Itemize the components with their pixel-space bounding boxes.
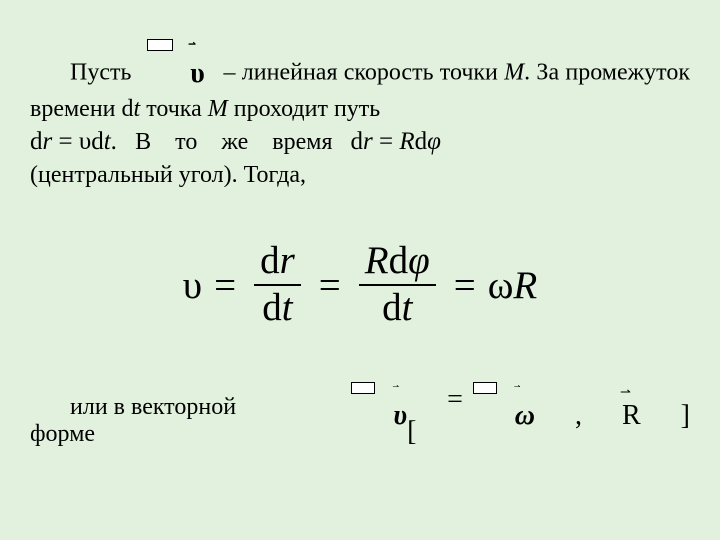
- frac1-num-r: r: [280, 239, 295, 282]
- frac2-num-d: d: [389, 239, 409, 282]
- v-vector-symbol: υ⇀: [150, 55, 205, 93]
- vector-equation: ⇀ υ = [ ⇀ ω , ⇀ R ]: [353, 384, 690, 448]
- frac2-num: Rdφ: [359, 241, 436, 282]
- eq-sign-2: =: [319, 263, 341, 308]
- frac2-den-d: d: [382, 286, 402, 329]
- vector-hat-icon: ⇀: [147, 39, 173, 51]
- eq2-r: r: [363, 128, 373, 155]
- text-vtoze: В то же время: [135, 129, 332, 155]
- vec-omega-small: ⇀ ω: [475, 400, 535, 432]
- frac2-num-R: R: [365, 239, 389, 282]
- eq1-dot: .: [111, 128, 117, 155]
- vec-R-hat-icon: ⇀: [580, 384, 631, 400]
- eq2-d2: d: [415, 128, 428, 155]
- letter-M-1: М: [504, 59, 524, 85]
- eq-sign-1: =: [214, 263, 236, 308]
- eq1-udt: = υd: [52, 128, 103, 155]
- paragraph-3: или в векторной форме ⇀ υ = [ ⇀ ω , ⇀ R …: [30, 384, 690, 448]
- text-prohodit: проходит путь: [228, 96, 380, 122]
- paragraph-2: dr = υdt. В то же время dr = Rdφ (центра…: [30, 125, 690, 191]
- vec-close: ]: [641, 400, 690, 432]
- text-central-angle: (центральный угол). Тогда,: [30, 162, 306, 188]
- frac1-num-d: d: [260, 239, 280, 282]
- vec-eq-open: = [: [407, 384, 475, 448]
- text-linear-velocity: – линейная скорость точки: [224, 59, 505, 85]
- frac1-den: dt: [256, 288, 298, 329]
- eq1-t: t: [104, 128, 111, 155]
- frac2-den: dt: [376, 288, 418, 329]
- vec-R-letter: R: [622, 400, 641, 431]
- vec-v-hat-icon: ⇀: [351, 382, 375, 394]
- eq1-d: d: [30, 128, 43, 155]
- vec-comma: ,: [535, 400, 582, 432]
- text-pust: Пусть: [70, 59, 131, 85]
- eq2-phi: φ: [427, 128, 441, 155]
- fraction-1: dr dt: [254, 241, 301, 329]
- vec-R-small: ⇀ R: [582, 400, 641, 432]
- eq2-d: d: [350, 128, 363, 155]
- text-tochka: точка: [140, 96, 208, 122]
- inline-eq-1: dr = υdt.: [30, 128, 123, 155]
- letter-M-2: М: [208, 96, 228, 122]
- frac1-num: dr: [254, 241, 301, 282]
- eq2-R: R: [399, 128, 414, 155]
- vec-omega-hat-icon: ⇀: [473, 382, 497, 394]
- vec-v-small: ⇀ υ: [353, 400, 407, 432]
- eq-sign-3: =: [454, 263, 476, 308]
- eq-upsilon: υ: [183, 263, 202, 308]
- text-vector-form: или в векторной форме: [30, 394, 303, 448]
- vec-v-letter: υ: [393, 400, 407, 431]
- fraction-2: Rdφ dt: [359, 241, 436, 329]
- frac2-den-t: t: [402, 286, 413, 329]
- eq-R: R: [513, 263, 537, 308]
- frac2-num-phi: φ: [408, 239, 430, 282]
- eq2-equals: =: [373, 128, 400, 155]
- paragraph-1: Пусть υ⇀ – линейная скорость точки М. За…: [30, 55, 690, 125]
- vec-omega-letter: ω: [515, 400, 535, 431]
- frac1-den-t: t: [282, 286, 293, 329]
- eq-omega: ω: [488, 263, 514, 308]
- eq1-r: r: [43, 128, 53, 155]
- main-equation: υ = dr dt = Rdφ dt = ωR: [30, 241, 690, 329]
- slide-content: Пусть υ⇀ – линейная скорость точки М. За…: [0, 0, 720, 448]
- frac1-den-d: d: [262, 286, 282, 329]
- inline-eq-2: dr = Rdφ: [350, 128, 440, 155]
